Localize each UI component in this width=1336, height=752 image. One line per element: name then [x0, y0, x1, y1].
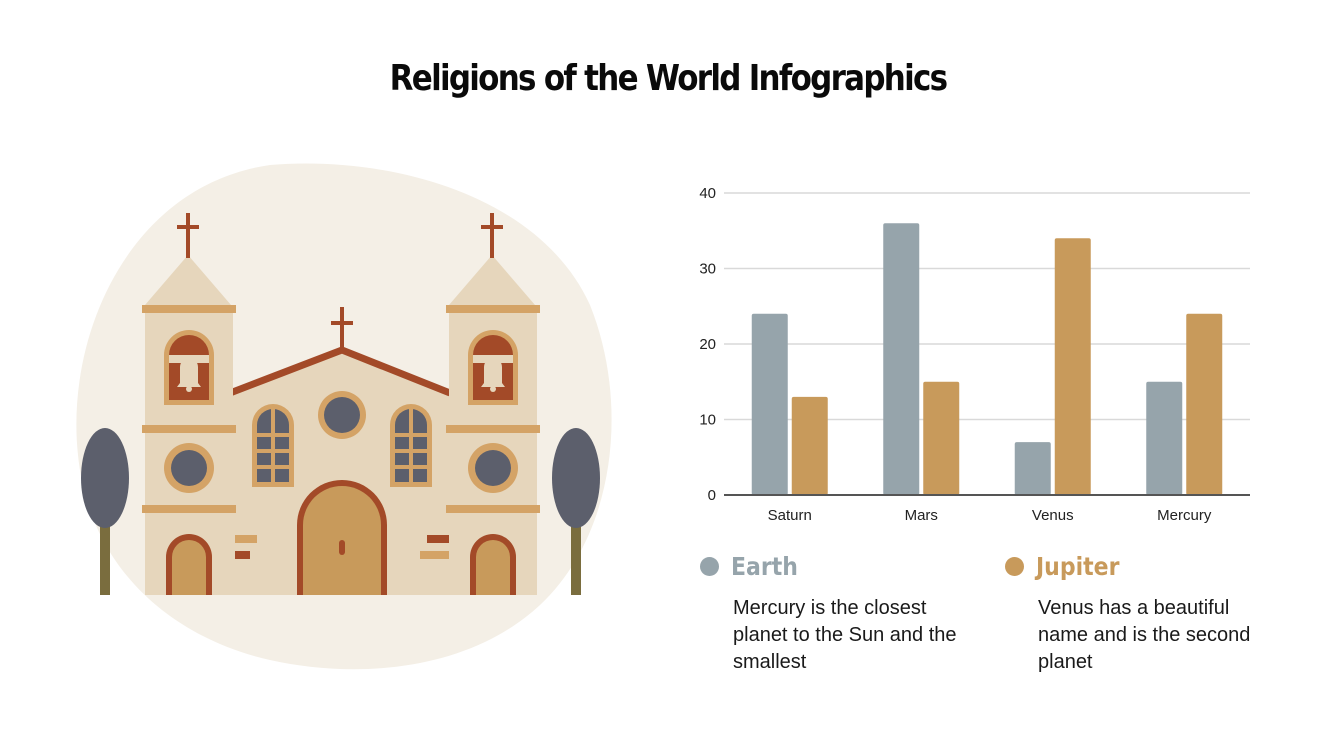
bar-jupiter-venus [1054, 238, 1091, 496]
bar-chart: 0 10 20 30 40 Saturn Mars Venus Mercury [680, 175, 1260, 535]
cross-icon [177, 213, 199, 258]
bar-earth-mercury [1146, 381, 1183, 495]
x-tick-label: Mars [905, 507, 938, 524]
cross-icon [481, 213, 503, 258]
bar-jupiter-saturn [791, 396, 828, 495]
earth-dot-icon [700, 557, 719, 576]
church-illustration [70, 155, 620, 685]
y-tick-label: 30 [699, 261, 716, 278]
bar-earth-venus [1014, 442, 1051, 495]
bell-icon [177, 358, 201, 387]
page-title: Religions of the World Infographics [389, 58, 948, 99]
legend-description: Mercury is the closest planet to the Sun… [733, 597, 957, 673]
bell-icon [481, 358, 505, 387]
y-tick-label: 40 [699, 185, 716, 202]
bar-earth-mars [883, 223, 920, 495]
bar-earth-saturn [751, 313, 788, 495]
x-tick-label: Mercury [1157, 507, 1212, 524]
x-tick-label: Saturn [768, 507, 812, 524]
legend-label: Earth [731, 552, 798, 581]
legend-item-earth: Earth Mercury is the closest planet to t… [700, 552, 960, 676]
cross-icon [331, 307, 353, 352]
y-tick-label: 10 [699, 412, 716, 429]
legend-label: Jupiter [1036, 552, 1120, 581]
jupiter-dot-icon [1005, 557, 1024, 576]
x-tick-label: Venus [1032, 507, 1074, 524]
legend-item-jupiter: Jupiter Venus has a beautiful name and i… [1005, 552, 1265, 676]
bar-jupiter-mercury [1186, 313, 1223, 495]
tree-icon [81, 428, 129, 595]
legend-description: Venus has a beautiful name and is the se… [1038, 597, 1251, 673]
y-tick-label: 20 [699, 336, 716, 353]
bar-jupiter-mars [923, 381, 960, 495]
tree-icon [552, 428, 600, 595]
y-tick-label: 0 [708, 487, 716, 504]
